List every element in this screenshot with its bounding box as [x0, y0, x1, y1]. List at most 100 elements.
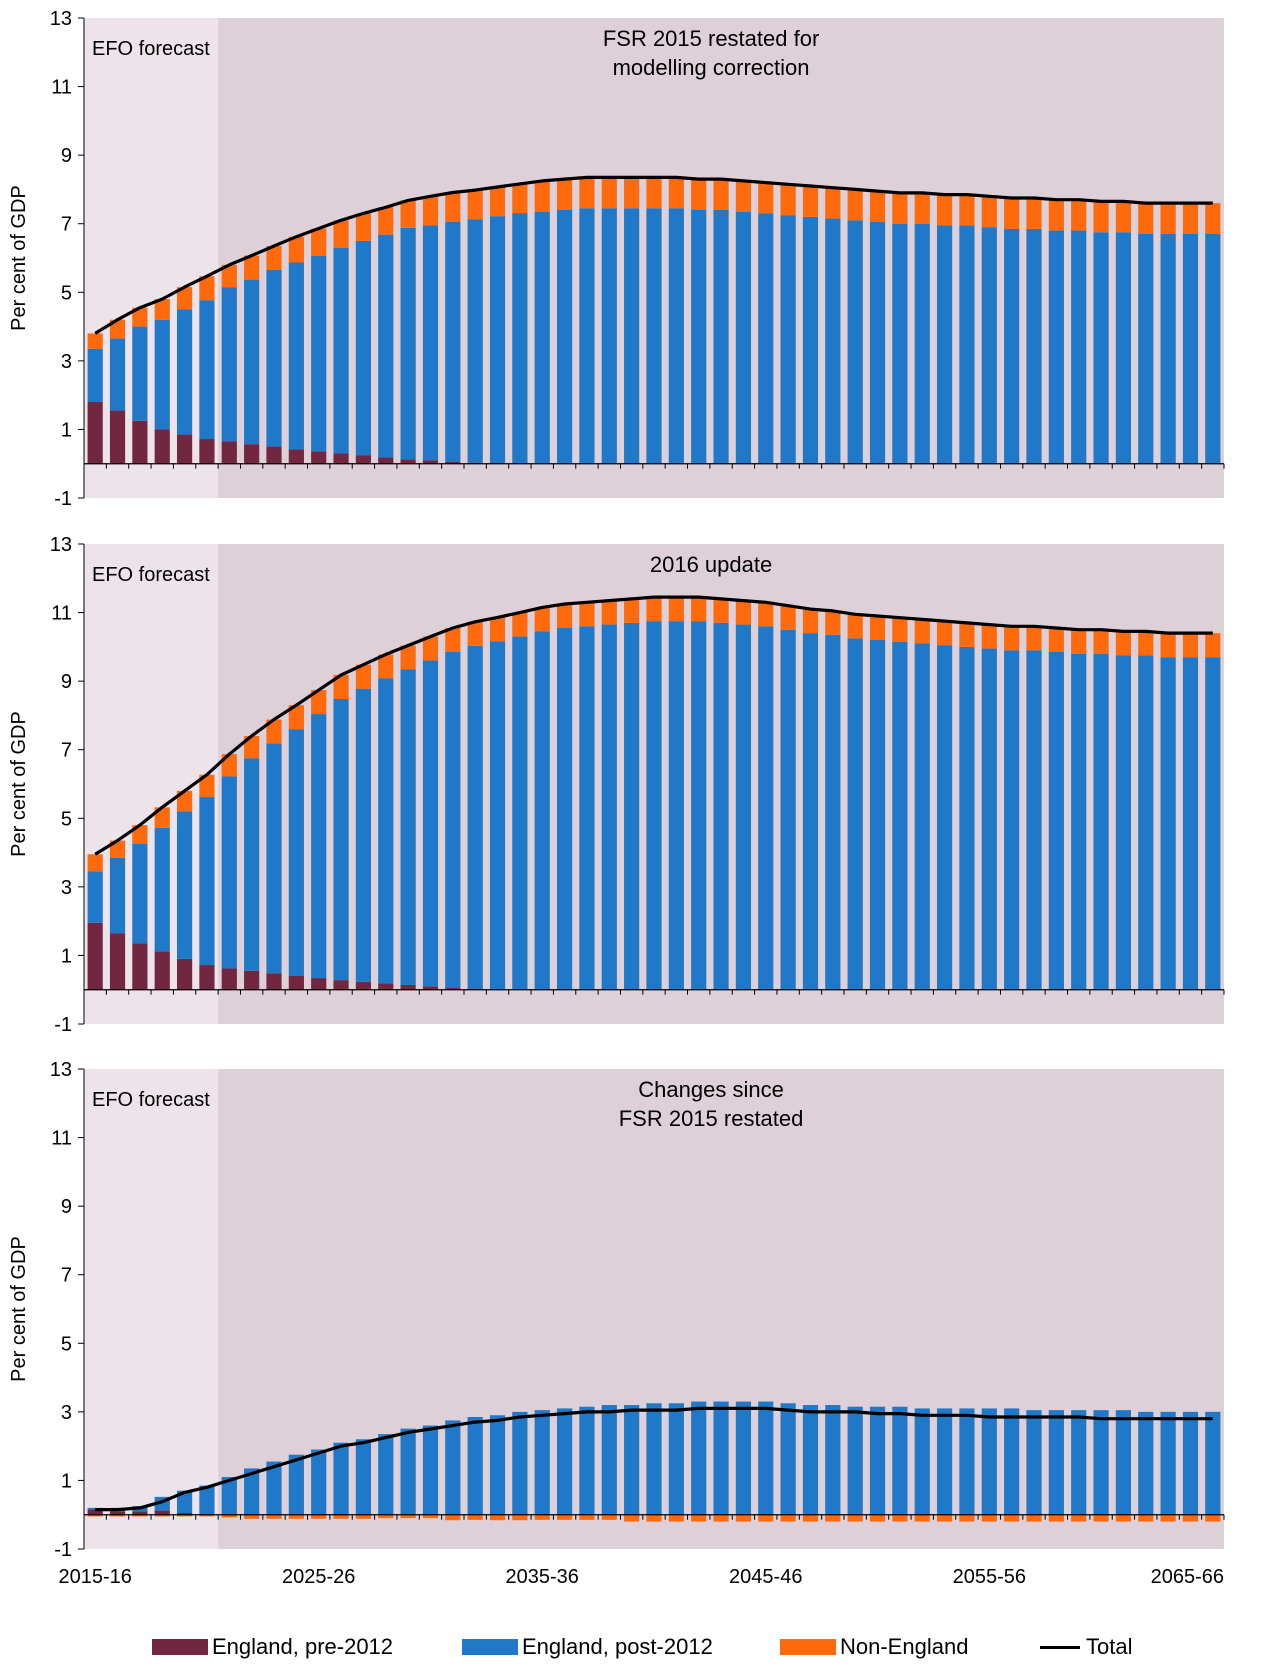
panel-1-bar-post2012-3 [154, 319, 170, 430]
panel-1-bar-pre2012-3 [154, 429, 170, 464]
panel-2-ytick-label-7: -1 [54, 1014, 72, 1036]
panel-3-bar-nonengland-37 [914, 1514, 930, 1522]
panel-3-bar-post2012-38 [936, 1408, 953, 1515]
panel-1-bar-post2012-43 [1048, 230, 1064, 464]
panel-1-ytick-label-5: 3 [61, 351, 72, 373]
panel-2-bar-nonengland-19 [512, 612, 528, 637]
panel-3-bar-pre2012-4 [176, 1513, 193, 1515]
panel-2-bar-nonengland-18 [489, 617, 506, 642]
panel-3-ytick-label-1: 11 [51, 1128, 72, 1150]
panel-1-bar-pre2012-16 [445, 461, 461, 464]
panel-2-bar-pre2012-13 [378, 983, 394, 990]
panel-1-bar-post2012-16 [445, 221, 461, 462]
panel-3-bar-nonengland-46 [1115, 1514, 1132, 1522]
panel-1-bar-post2012-49 [1182, 234, 1199, 464]
panel-2-bar-pre2012-2 [132, 943, 148, 990]
panel-1-bar-post2012-11 [333, 247, 349, 454]
panel-1-bar-pre2012-1 [109, 410, 126, 464]
panel-3-bar-post2012-31 [780, 1403, 796, 1515]
panel-3-bar-nonengland-47 [1138, 1514, 1154, 1522]
panel-3-bar-nonengland-14 [400, 1514, 416, 1519]
panel-3-bar-post2012-9 [288, 1454, 304, 1515]
panel-1-bar-nonengland-48 [1160, 203, 1176, 234]
panel-2-bar-pre2012-6 [221, 968, 237, 990]
panel-3-bar-post2012-0 [87, 1507, 103, 1510]
panel-3-bar-post2012-32 [802, 1405, 819, 1515]
panel-2-bar-nonengland-44 [1071, 629, 1087, 654]
panel-1-bar-post2012-14 [400, 227, 416, 460]
panel-3-bar-nonengland-35 [869, 1514, 886, 1522]
panel-1-bar-post2012-41 [1004, 228, 1020, 464]
panel-3-bar-post2012-11 [333, 1442, 349, 1515]
panel-3-bar-nonengland-13 [378, 1514, 394, 1519]
panel-3-bar-nonengland-32 [802, 1514, 819, 1522]
panel-3-bar-nonengland-22 [579, 1514, 595, 1520]
panel-1-bar-nonengland-0 [87, 333, 103, 349]
panel-3-bar-nonengland-50 [1205, 1514, 1221, 1522]
panel-2-bar-post2012-15 [422, 660, 439, 987]
panel-2-bar-nonengland-23 [601, 600, 617, 625]
panel-2-bar-pre2012-15 [422, 986, 439, 990]
panel-3-bar-post2012-6 [221, 1477, 237, 1515]
panel-2-bar-post2012-14 [400, 669, 416, 985]
panel-1-bar-post2012-15 [422, 225, 439, 461]
panel-1-bar-nonengland-41 [1004, 198, 1020, 229]
panel-3-bar-post2012-15 [422, 1425, 439, 1515]
panel-1-bar-post2012-5 [199, 300, 215, 440]
panel-1-bar-nonengland-33 [825, 187, 841, 219]
panel-2-bar-post2012-34 [847, 638, 863, 990]
panel-2-bar-pre2012-1 [109, 933, 126, 990]
panel-2-bar-post2012-40 [981, 648, 997, 990]
panel-1-bar-post2012-4 [176, 309, 193, 435]
panel-3-bar-nonengland-42 [1026, 1514, 1042, 1522]
panel-3-bar-nonengland-1 [109, 1514, 126, 1517]
panel-1-ytick-label-0: 13 [50, 8, 72, 30]
panel-3-bar-post2012-45 [1093, 1410, 1109, 1515]
panel-3-bar-post2012-28 [713, 1401, 729, 1515]
panel-2-ytick-label-1: 11 [51, 603, 72, 625]
panel-3-bar-nonengland-9 [288, 1515, 304, 1519]
panel-1-ytick-label-2: 9 [61, 145, 72, 167]
panel-1-bar-post2012-7 [244, 279, 260, 445]
panel-3-bar-post2012-44 [1071, 1410, 1087, 1515]
panel-1-bar-pre2012-4 [176, 434, 193, 464]
panel-2-bar-post2012-7 [244, 758, 260, 971]
panel-3-bar-pre2012-3 [154, 1510, 170, 1515]
panel-2-bar-nonengland-5 [199, 774, 215, 798]
panel-3-bar-post2012-19 [512, 1411, 528, 1515]
panel-2-bar-nonengland-31 [780, 605, 796, 630]
panel-2-ytick-label-4: 5 [61, 808, 72, 830]
panel-3-bar-post2012-18 [489, 1415, 506, 1515]
panel-2-bar-nonengland-36 [892, 617, 908, 642]
panel-2-bar-post2012-11 [333, 698, 349, 981]
panel-3-bar-post2012-4 [176, 1490, 193, 1513]
panel-1-bar-nonengland-43 [1048, 199, 1064, 231]
panel-2-bar-nonengland-43 [1048, 628, 1064, 652]
panel-1-bar-nonengland-30 [758, 182, 774, 214]
panel-1-efo-label: EFO forecast [92, 38, 210, 60]
panel-3-bar-nonengland-27 [691, 1514, 707, 1522]
panel-2-bar-nonengland-21 [556, 604, 573, 628]
panel-2-bar-pre2012-10 [311, 978, 327, 990]
panel-2-bar-nonengland-41 [1004, 626, 1020, 651]
panel-1-bar-nonengland-39 [959, 194, 975, 226]
panel-3-ytick-label-5: 3 [61, 1402, 72, 1424]
panel-3-bar-post2012-12 [355, 1439, 372, 1515]
panel-1-bar-post2012-9 [288, 262, 304, 450]
panel-2-bar-post2012-13 [378, 678, 394, 984]
panel-1-bar-pre2012-5 [199, 439, 215, 464]
panel-1-ytick-label-3: 7 [61, 214, 72, 236]
panel-2-bar-post2012-41 [1004, 650, 1020, 990]
panel-2-ytick-label-2: 9 [61, 671, 72, 693]
panel-3-bar-nonengland-21 [556, 1514, 573, 1520]
panel-2-bar-post2012-35 [869, 640, 886, 990]
panel-3-bar-nonengland-11 [333, 1515, 349, 1519]
panel-2-bar-nonengland-34 [847, 614, 863, 639]
panel-2-bar-pre2012-16 [445, 988, 461, 990]
panel-2-bar-post2012-6 [221, 776, 237, 969]
panel-3-ytick-label-3: 7 [61, 1265, 72, 1287]
panel-1-bar-post2012-29 [735, 211, 752, 464]
panel-3-bar-post2012-8 [266, 1461, 282, 1515]
panel-2-bar-nonengland-46 [1115, 631, 1132, 656]
panel-3-bar-nonengland-39 [959, 1514, 975, 1522]
